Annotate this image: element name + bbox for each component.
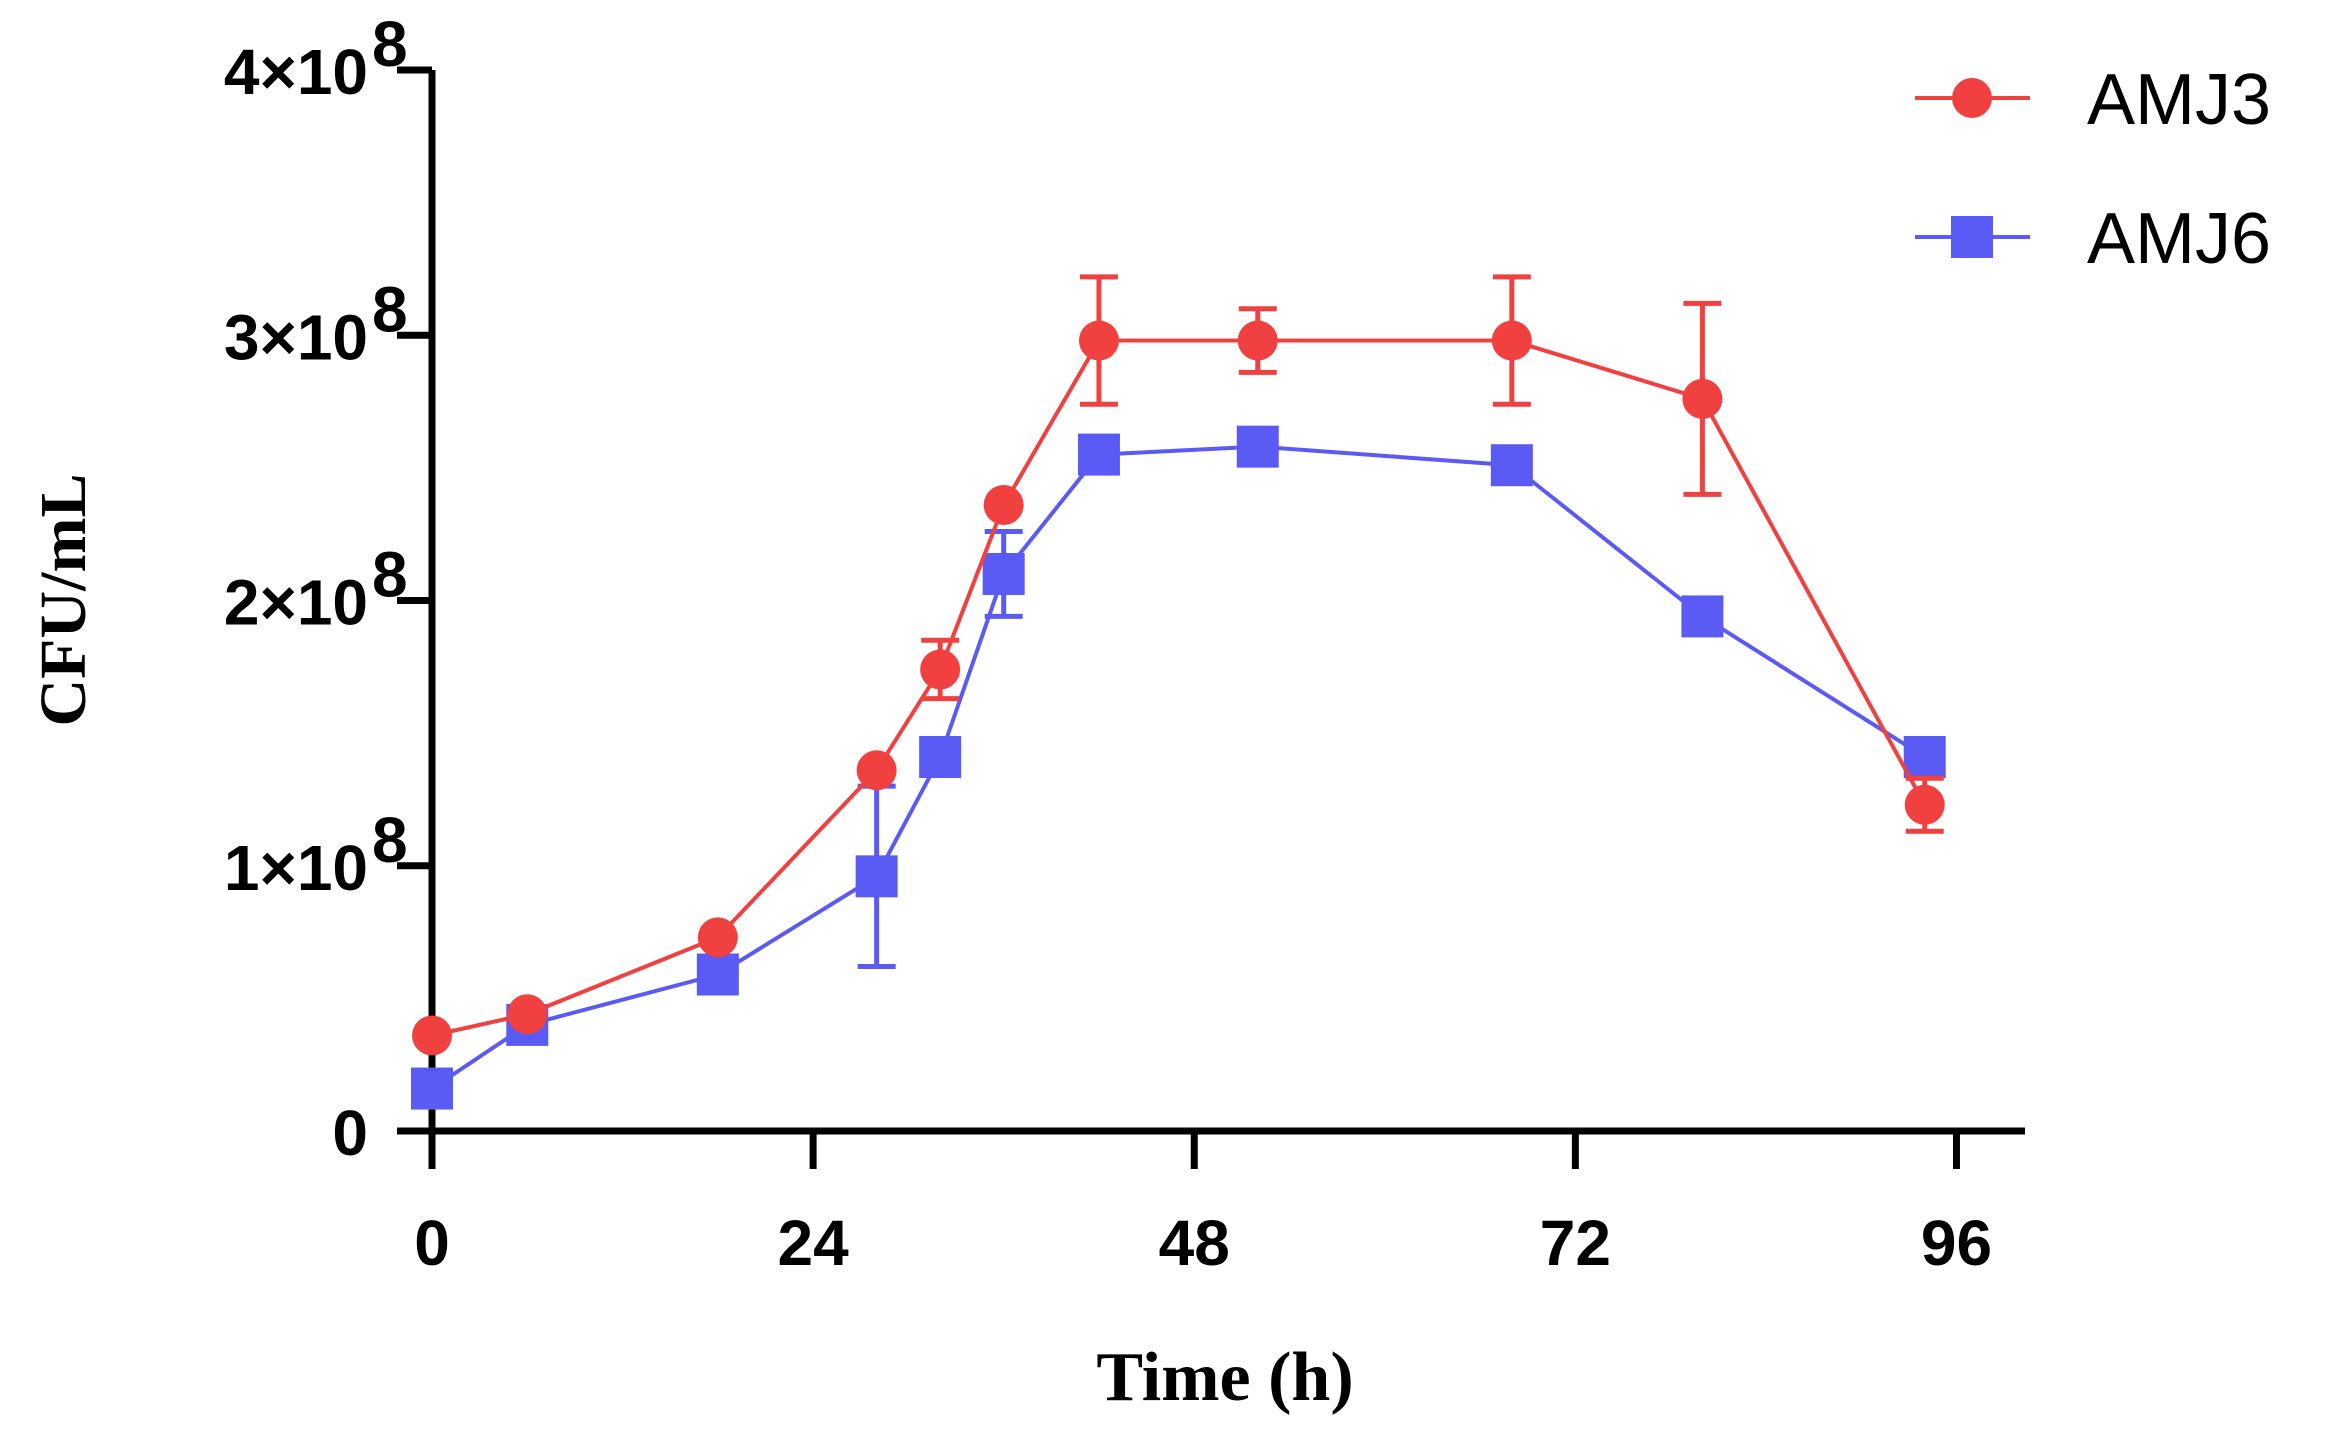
data-point	[983, 485, 1024, 526]
y-tick-label-exponent: 8	[372, 273, 408, 345]
y-tick-label-exponent: 8	[372, 539, 408, 611]
series-AMJ6	[411, 425, 1946, 1110]
data-point	[697, 917, 738, 958]
x-tick-label: 0	[414, 1207, 450, 1279]
legend-marker	[1952, 78, 1992, 118]
legend-label: AMJ3	[2087, 60, 2271, 140]
y-tick-label: 3×10	[224, 301, 368, 373]
data-point	[412, 1015, 452, 1056]
data-point	[1682, 378, 1723, 419]
data-point	[1681, 595, 1724, 638]
series-line	[430, 444, 1926, 1091]
data-point	[920, 649, 961, 690]
legend-label: AMJ6	[2087, 199, 2271, 279]
y-tick-label-exponent: 8	[372, 804, 408, 876]
legend-item-AMJ3: AMJ3	[1915, 60, 2271, 140]
y-tick-label-exponent: 8	[372, 8, 408, 80]
x-tick-label: 24	[778, 1207, 850, 1279]
data-point	[1490, 444, 1533, 487]
x-axis-title: Time (h)	[1096, 1339, 1353, 1416]
data-point	[1078, 320, 1119, 361]
data-point	[696, 953, 739, 996]
axes	[428, 70, 2025, 1135]
y-tick-label: 1×10	[224, 832, 368, 904]
series-AMJ3	[412, 274, 1945, 1056]
data-point	[1077, 433, 1120, 476]
x-tick-label: 96	[1921, 1207, 1992, 1279]
y-tick-label: 0	[332, 1097, 368, 1169]
data-point	[1236, 425, 1279, 468]
legend: AMJ3 AMJ6	[1915, 60, 2271, 279]
data-point	[1491, 320, 1532, 361]
x-tick-label: 72	[1540, 1207, 1611, 1279]
y-axis-title: CFU/mL	[27, 474, 100, 727]
y-tick-label: 4×10	[224, 36, 368, 108]
data-point	[982, 552, 1025, 595]
data-point	[856, 750, 897, 791]
x-tick-label: 48	[1159, 1207, 1230, 1279]
legend-marker	[1951, 216, 1993, 258]
y-tick-label: 2×10	[224, 567, 368, 639]
data-point	[1237, 320, 1278, 361]
legend-item-AMJ6: AMJ6	[1915, 199, 2271, 279]
data-point	[919, 735, 962, 778]
series	[411, 274, 1946, 1110]
data-point	[1904, 784, 1945, 825]
data-point	[855, 855, 898, 898]
data-point	[411, 1067, 453, 1110]
ticks: 01×10 82×10 83×10 84×10 80 24 48 72 96	[224, 8, 1992, 1279]
data-point	[1903, 735, 1946, 778]
data-point	[507, 994, 548, 1035]
